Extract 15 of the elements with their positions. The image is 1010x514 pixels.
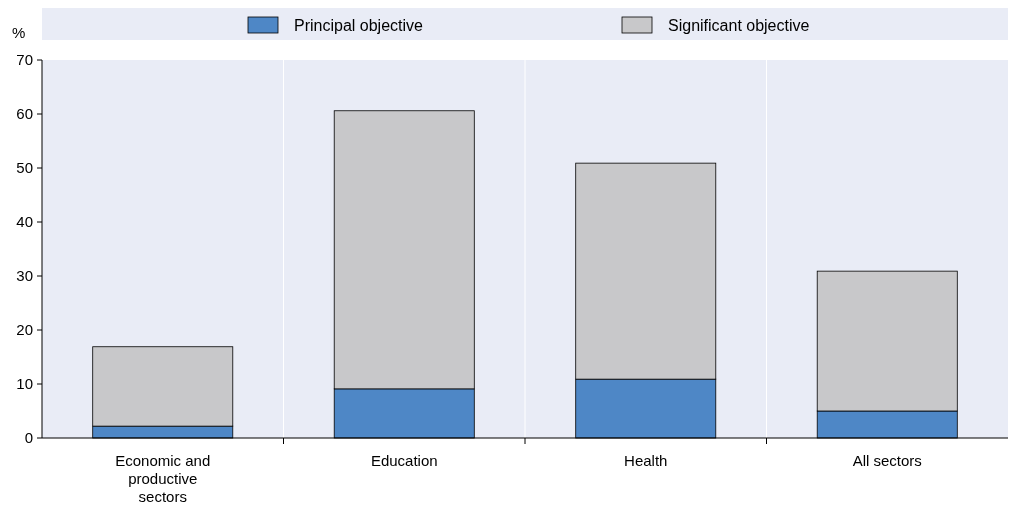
y-tick-label: 40 — [16, 213, 33, 231]
legend-label: Principal objective — [294, 16, 424, 34]
y-tick-label: 70 — [16, 51, 33, 69]
y-tick-label: 50 — [16, 159, 33, 177]
y-axis-title: % — [12, 24, 26, 41]
x-tick-label: Education — [370, 452, 438, 469]
y-tick-label: 0 — [24, 429, 33, 447]
x-tick-label: Economic and productive sectors — [115, 452, 211, 505]
y-tick-label: 30 — [16, 267, 33, 285]
y-tick-label: 60 — [16, 105, 33, 123]
y-tick-label: 20 — [16, 321, 33, 339]
x-tick-label: Health — [624, 452, 668, 469]
y-tick-label: 10 — [16, 375, 33, 393]
legend-label: Significant objective — [668, 16, 810, 34]
x-tick-label: All sectors — [852, 452, 922, 469]
